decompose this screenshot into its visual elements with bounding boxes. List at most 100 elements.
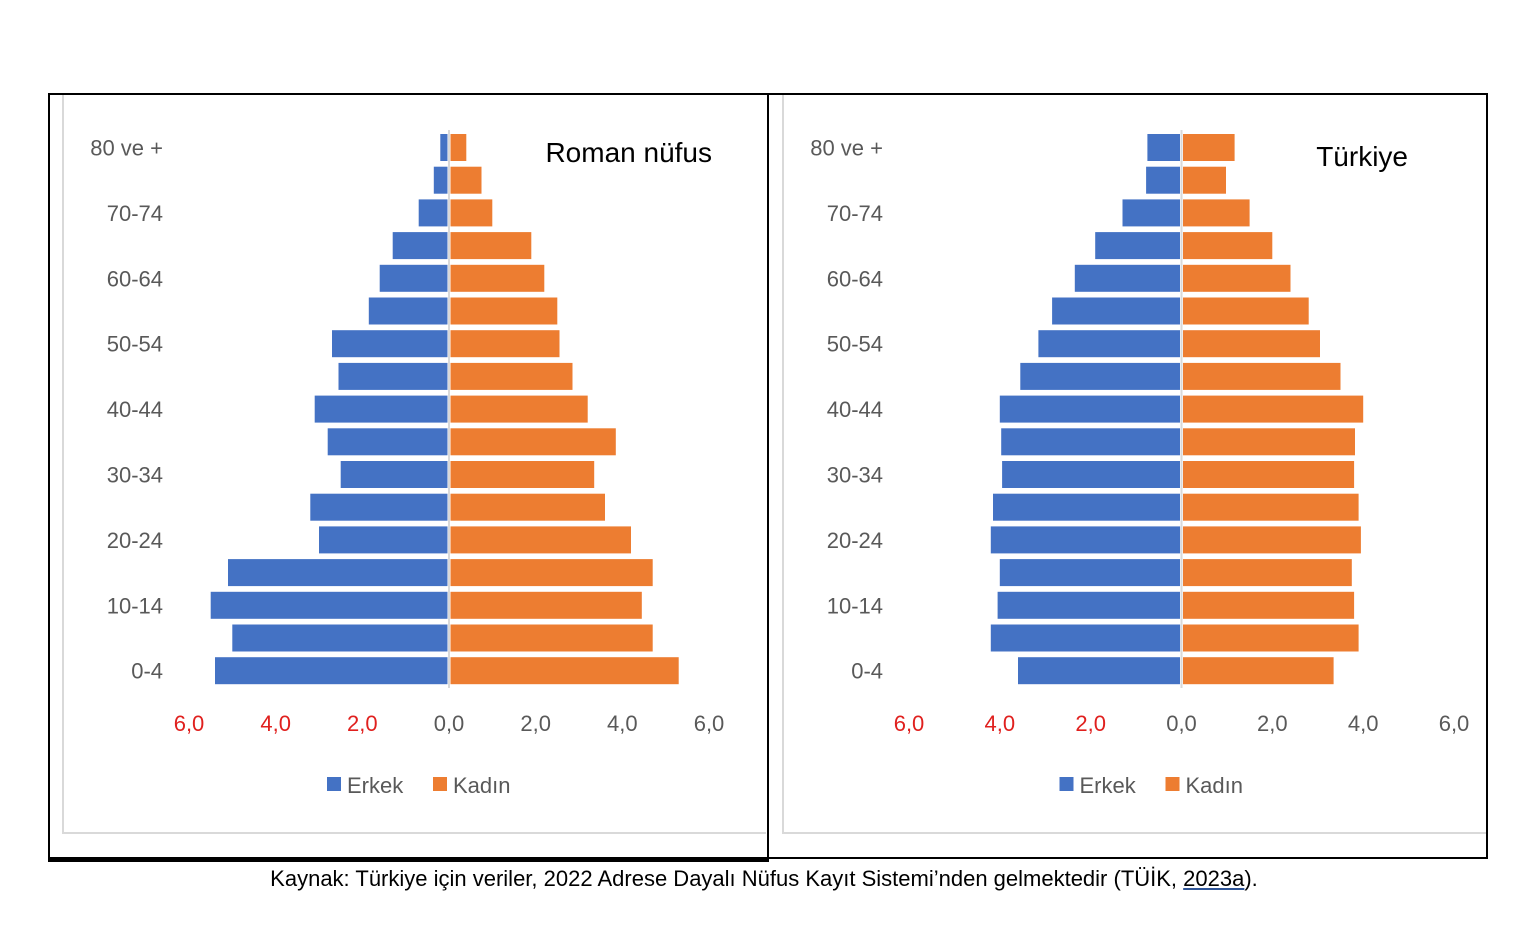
chart1-category-label: 40-44	[107, 397, 163, 422]
chart1-legend-swatch	[433, 777, 447, 791]
chart2-bar-kadn-75-79	[1183, 166, 1226, 194]
chart2-x-tick-label: 4,0	[985, 711, 1016, 736]
chart2-x-tick-label: 6,0	[894, 711, 925, 736]
chart2-bar-kadn-50-54	[1183, 330, 1320, 358]
chart1-x-tick-label: 4,0	[260, 711, 291, 736]
chart1-bar-kadn-35-39	[450, 428, 616, 456]
chart1-bar-kadn-0-4	[450, 657, 679, 685]
chart2-bar-kadn-10-14	[1183, 591, 1355, 619]
chart1-legend-label: Erkek	[347, 773, 404, 798]
chart1-bar-kadn-45-49	[450, 362, 573, 390]
chart2-category-label: 30-34	[827, 463, 883, 488]
caption-reference-link[interactable]: 2023a	[1183, 866, 1245, 891]
chart1-bar-erkek-50-54	[332, 330, 448, 358]
chart1-category-label: 10-14	[107, 593, 163, 618]
chart1-bar-erkek-55-59	[368, 297, 448, 325]
chart1-bar-kadn-80 ve +	[450, 134, 467, 161]
chart1-bar-erkek-30-34	[340, 461, 448, 488]
chart1-bar-erkek-80 ve +	[440, 134, 448, 161]
chart2-bar-erkek-20-24	[990, 526, 1181, 554]
chart2-bar-kadn-80 ve +	[1183, 134, 1235, 161]
chart1-bar-erkek-20-24	[319, 526, 448, 554]
chart2-bar-kadn-15-19	[1183, 559, 1352, 587]
chart2-legend-swatch	[1059, 777, 1074, 791]
chart1-bar-kadn-60-64	[450, 264, 545, 292]
chart1-bar-kadn-55-59	[450, 297, 558, 325]
chart2-category-label: 70-74	[827, 201, 883, 226]
chart2-category-label: 20-24	[827, 528, 883, 553]
chart2-category-label: 10-14	[827, 593, 883, 618]
chart1-bar-kadn-5-9	[450, 624, 653, 652]
chart1-x-tick-label: 2,0	[347, 711, 378, 736]
chart1-x-tick-label: 0,0	[434, 711, 465, 736]
chart2-bar-erkek-5-9	[990, 624, 1181, 652]
chart1-bar-erkek-40-44	[314, 395, 448, 423]
chart2-bar-kadn-20-24	[1183, 526, 1361, 554]
chart2-bar-erkek-50-54	[1038, 330, 1180, 358]
chart2-bar-kadn-35-39	[1183, 428, 1355, 456]
chart1-category-label: 70-74	[107, 201, 163, 226]
chart2-legend-label: Kadın	[1186, 773, 1244, 798]
chart1-bar-kadn-70-74	[450, 199, 493, 227]
chart2-bar-erkek-75-79	[1146, 166, 1180, 194]
chart2-bar-kadn-5-9	[1183, 624, 1359, 652]
chart1-bar-kadn-10-14	[450, 591, 642, 619]
chart2-category-label: 60-64	[827, 266, 883, 291]
source-caption: Kaynak: Türkiye için veriler, 2022 Adres…	[0, 866, 1528, 892]
chart2-bar-erkek-80 ve +	[1147, 134, 1180, 161]
chart1-x-tick-label: 4,0	[607, 711, 638, 736]
chart2-category-label: 40-44	[827, 397, 883, 422]
chart1-bar-erkek-5-9	[232, 624, 448, 652]
chart2-bar-kadn-40-44	[1183, 395, 1364, 423]
chart2-category-label: 80 ve +	[810, 136, 883, 161]
chart1-bar-kadn-25-29	[450, 493, 605, 521]
chart1-legend-label: Kadın	[453, 773, 511, 798]
chart1-bar-kadn-40-44	[450, 395, 588, 423]
chart1-category-label: 20-24	[107, 528, 163, 553]
chart2-bar-erkek-15-19	[999, 559, 1180, 587]
chart1-bar-erkek-15-19	[228, 559, 448, 587]
chart2-bar-erkek-55-59	[1052, 297, 1180, 325]
chart1-x-tick-label: 6,0	[694, 711, 725, 736]
chart1-bar-kadn-20-24	[450, 526, 631, 554]
chart1-category-label: 80 ve +	[90, 136, 163, 161]
chart2-bar-kadn-25-29	[1183, 493, 1359, 521]
chart2-bar-kadn-30-34	[1183, 461, 1355, 488]
chart1-bar-erkek-35-39	[327, 428, 448, 456]
chart1-category-label: 30-34	[107, 463, 163, 488]
chart2-x-tick-label: 2,0	[1075, 711, 1106, 736]
chart2-bar-erkek-0-4	[1018, 657, 1180, 685]
chart1-bar-erkek-75-79	[433, 166, 448, 194]
chart1-legend-swatch	[327, 777, 341, 791]
panel-divider	[767, 93, 769, 861]
chart1-bar-kadn-15-19	[450, 559, 653, 587]
chart1-bar-erkek-10-14	[210, 591, 448, 619]
chart2-bar-erkek-70-74	[1122, 199, 1180, 227]
chart1-x-tick-label: 6,0	[174, 711, 205, 736]
chart2-bar-erkek-60-64	[1074, 264, 1180, 292]
chart2-bar-erkek-40-44	[999, 395, 1180, 423]
chart2-category-label: 0-4	[851, 659, 883, 684]
chart2-legend-label: Erkek	[1080, 773, 1137, 798]
frame-bottom-rule	[48, 859, 769, 862]
chart2-title: Türkiye	[1316, 141, 1408, 172]
chart2-bar-erkek-25-29	[993, 493, 1180, 521]
chart1-bar-kadn-50-54	[450, 330, 560, 358]
chart2-bar-kadn-60-64	[1183, 264, 1291, 292]
chart1-category-label: 0-4	[131, 659, 163, 684]
chart1-x-tick-label: 2,0	[520, 711, 551, 736]
chart2-bar-kadn-0-4	[1183, 657, 1334, 685]
caption-end: ).	[1244, 866, 1258, 891]
chart1-bar-kadn-65-69	[450, 232, 532, 260]
chart2-x-tick-label: 4,0	[1348, 711, 1379, 736]
chart2-bar-kadn-65-69	[1183, 232, 1273, 260]
chart1-bar-erkek-65-69	[392, 232, 448, 260]
chart2-bar-erkek-30-34	[1002, 461, 1180, 488]
chart1-category-label: 60-64	[107, 266, 163, 291]
chart2-bar-erkek-65-69	[1095, 232, 1180, 260]
chart2-bar-kadn-45-49	[1183, 362, 1341, 390]
chart2-bar-erkek-10-14	[997, 591, 1180, 619]
chart2-bar-erkek-35-39	[1001, 428, 1180, 456]
chart1-title: Roman nüfus	[545, 137, 712, 168]
